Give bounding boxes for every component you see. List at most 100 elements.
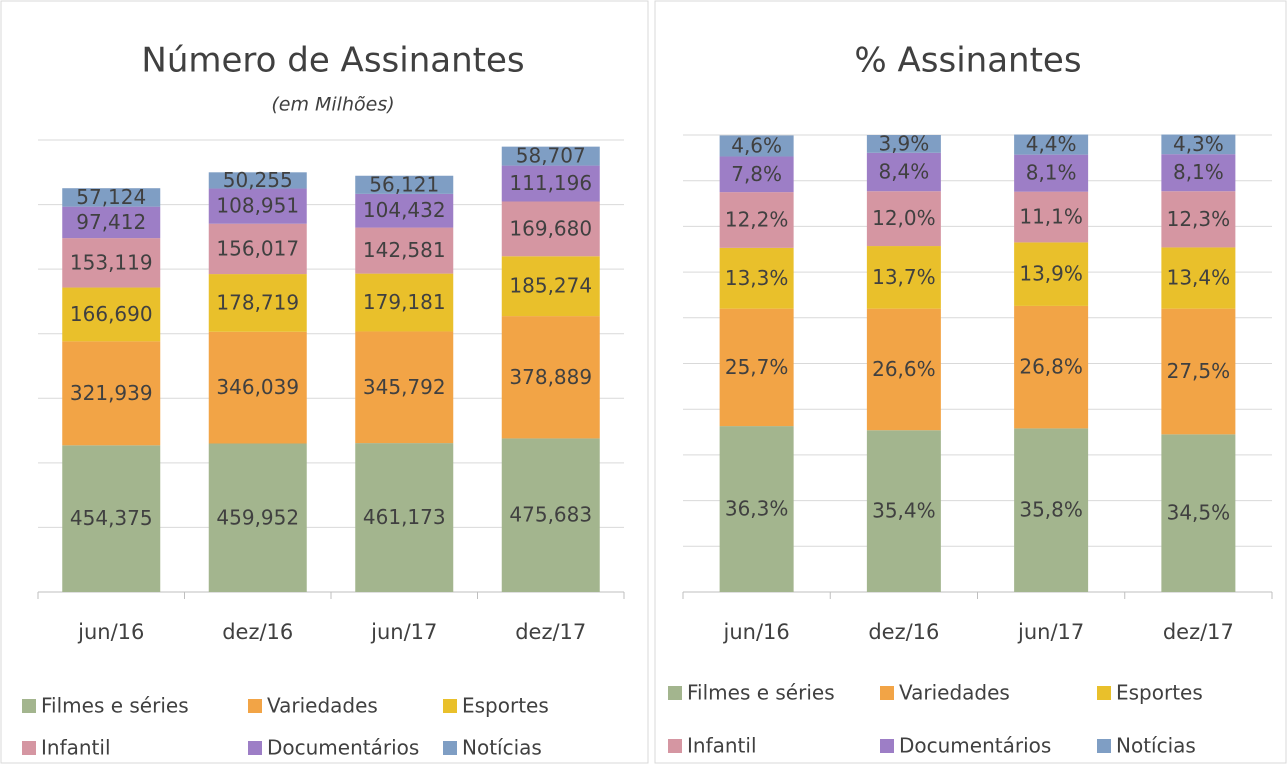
legend-label: Documentários [267,736,419,760]
legend-swatch [22,741,36,755]
data-label: 13,3% [725,266,789,290]
bar-segment [501,201,600,257]
bar-segment [62,206,161,239]
bar-segment [501,165,600,202]
legend-swatch [248,699,262,713]
data-label: 13,7% [872,265,936,289]
bar-segment [1161,154,1236,192]
bar-segment [62,287,161,342]
bar-segment [866,308,941,431]
legend-swatch [443,741,457,755]
bar-segment [355,273,454,332]
bar-segment [355,175,454,194]
data-label: 178,719 [216,290,299,314]
bar-segment [501,146,600,166]
data-label: 475,683 [509,503,592,527]
data-label: 27,5% [1167,359,1231,383]
legend-label: Notícias [462,736,542,760]
legend-label: Notícias [1116,734,1196,758]
bar-segment [1161,434,1236,592]
bar-segment [719,135,794,157]
data-label: 461,173 [363,505,446,529]
legend-label: Esportes [1116,681,1203,705]
bar-segment [1014,191,1089,243]
bar-segment [866,246,941,309]
data-label: 12,0% [872,206,936,230]
legend-swatch [1097,686,1111,700]
data-label: 36,3% [725,497,789,521]
bar-segment [501,256,600,317]
data-label: 153,119 [70,250,153,274]
data-label: 169,680 [509,216,592,240]
legend-label: Infantil [41,736,111,760]
data-label: 12,2% [725,208,789,232]
bar-segment [719,156,794,193]
legend-label: Filmes e séries [687,681,835,705]
bar-segment [719,192,794,248]
legend-label: Documentários [899,734,1051,758]
bar-segment [355,443,454,592]
data-label: 321,939 [70,381,153,405]
data-label: 459,952 [216,505,299,529]
legend-swatch [443,699,457,713]
data-label: 4,6% [731,133,782,157]
bar-segment [355,331,454,444]
bar-segment [62,341,161,446]
data-label: 104,432 [363,198,446,222]
data-label: 166,690 [70,302,153,326]
legend-label: Variedades [899,681,1010,705]
legend-label: Filmes e séries [41,694,189,718]
data-label: 26,6% [872,357,936,381]
data-label: 34,5% [1167,501,1231,525]
legend-label: Esportes [462,694,549,718]
data-label: 12,3% [1167,207,1231,231]
x-tick-label: dez/17 [515,620,586,644]
bar-segment [501,316,600,439]
chart-title: Número de Assinantes [141,41,524,81]
data-label: 8,1% [1173,160,1224,184]
data-label: 35,8% [1019,498,1083,522]
data-label: 111,196 [509,171,592,195]
data-label: 35,4% [872,499,936,523]
data-label: 179,181 [363,290,446,314]
bar-segment [501,438,600,592]
data-label: 97,412 [76,210,146,234]
legend-swatch [880,686,894,700]
data-label: 58,707 [516,144,586,168]
data-label: 8,4% [878,160,929,184]
data-label: 4,3% [1173,132,1224,156]
bar-segment [1161,247,1236,309]
legend-swatch [880,739,894,753]
data-label: 57,124 [76,185,146,209]
x-tick-label: dez/16 [222,620,293,644]
x-tick-label: dez/16 [868,620,939,644]
data-label: 50,255 [223,168,293,192]
bar-segment [866,135,941,153]
legend-label: Variedades [267,694,378,718]
legend-swatch [668,739,682,753]
bar-segment [208,188,307,224]
data-label: 56,121 [369,172,439,196]
bar-segment [208,331,307,444]
legend-swatch [1097,739,1111,753]
legend-label: Infantil [687,734,757,758]
x-tick-label: jun/16 [722,620,789,644]
bar-segment [62,188,161,207]
data-label: 11,1% [1019,205,1083,229]
bar-segment [1161,308,1236,435]
chart-subtitle: (em Milhões) [271,94,394,116]
bar-segment [719,426,794,592]
data-label: 8,1% [1026,161,1077,185]
bar-segment [866,430,941,592]
bar-segment [1014,428,1089,592]
data-label: 346,039 [216,375,299,399]
bar-segment [355,193,454,228]
data-label: 142,581 [363,238,446,262]
bar-segment [208,274,307,332]
bar-segment [208,172,307,189]
data-label: 378,889 [509,365,592,389]
bar-segment [62,238,161,288]
data-label: 454,375 [70,506,153,530]
data-label: 13,9% [1019,262,1083,286]
